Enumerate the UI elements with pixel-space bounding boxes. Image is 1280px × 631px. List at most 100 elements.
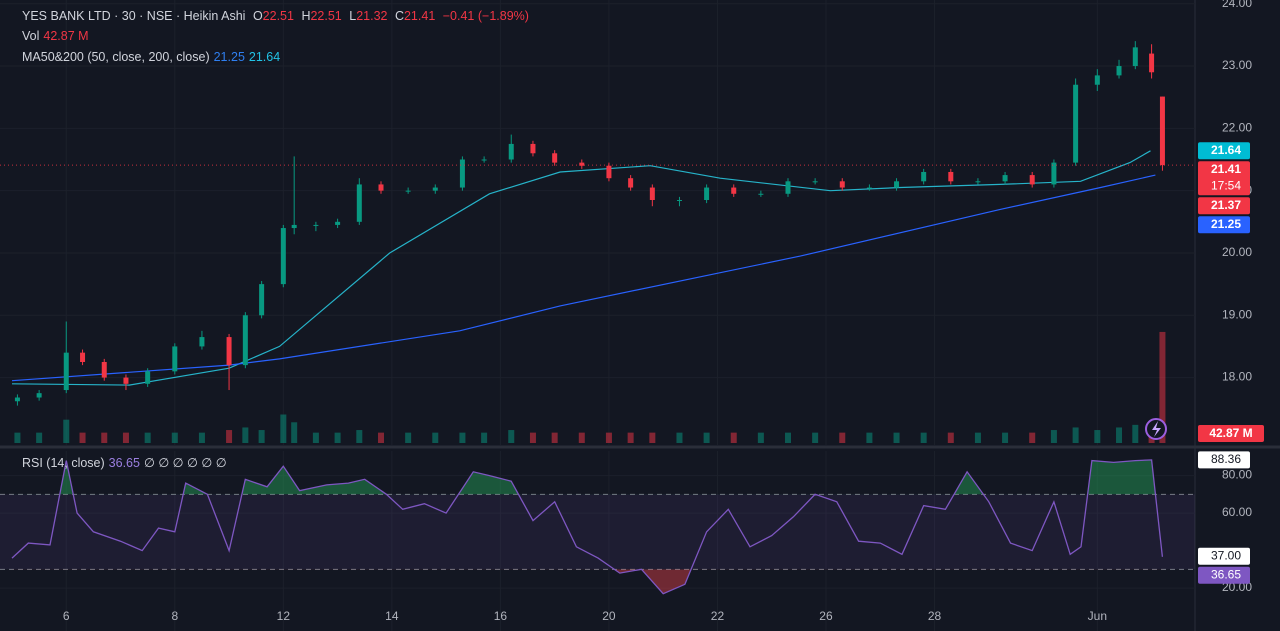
candle-body [552,153,558,163]
candle-body [649,187,655,201]
legend-vol: Vol 42.87 M [22,29,93,43]
y-tick-label: 22.00 [1222,121,1252,135]
candle-body [1073,84,1079,163]
x-tick-label: 20 [602,609,616,623]
price-tag [1198,216,1250,234]
o-label: O [252,9,263,23]
candle-body [579,162,585,166]
candle-body [839,181,845,188]
rsi-tag-label: 36.65 [1211,567,1241,581]
price-tag [1198,142,1250,160]
price-tag-label: 21.41 [1211,162,1241,176]
candle-body [80,352,86,363]
candle-body [123,377,129,384]
x-tick-label: 28 [928,609,942,623]
candle-body [731,187,737,194]
volume-tag [1198,425,1264,442]
volume-bar [529,432,536,443]
ma-line [11,150,1151,386]
symbol[interactable]: YES BANK LTD · 30 · NSE · Heikin Ashi [22,9,246,23]
y-tick-label: 24.00 [1222,0,1252,10]
volume-bar [312,432,319,443]
y-tick-label: 20.00 [1222,580,1252,594]
candle-body [101,362,107,378]
candle-body [242,315,248,366]
volume-bar [280,414,287,443]
volume-bar [432,432,439,443]
x-tick-label: 8 [171,609,178,623]
volume-bar [171,432,178,443]
candle-body [481,159,487,161]
volume-tag-label: 42.87 M [1209,426,1252,440]
volume-bar [36,432,43,443]
volume-bar [14,432,21,443]
volume-bar [1132,424,1139,443]
candle-body [291,224,297,229]
volume-bar [551,432,558,443]
ma-label: MA50&200 (50, close, 200, close) [22,50,210,64]
x-tick-label: 6 [63,609,70,623]
candle-body [63,352,69,391]
volume-bar [757,432,764,443]
rsi-value: 36.65 [108,456,140,470]
candle-body [36,393,42,398]
candle-body [704,187,710,201]
c-value: 21.41 [403,9,436,23]
volume-bar [1050,430,1057,443]
volume-bar [703,432,710,443]
y-tick-label: 23.00 [1222,58,1252,72]
candle-body [785,181,791,194]
volume-bar [1072,427,1079,443]
h-label: H [301,9,311,23]
candle-body [1159,96,1165,166]
candle-body [676,200,682,202]
ma-line [11,174,1156,382]
countdown: 17:54 [1211,178,1241,192]
x-tick-label: 26 [819,609,833,623]
y-tick-label: 19.00 [1222,307,1252,321]
candle-body [405,190,411,192]
candle-body [866,187,872,189]
legend-rsi: RSI (14, close) 36.65 ∅ ∅ ∅ ∅ ∅ ∅ [22,455,231,470]
candle-body [356,184,362,222]
vol-label: Vol [22,29,40,43]
rsi-tag-label: 37.00 [1211,548,1241,562]
volume-bar [812,432,819,443]
x-tick-label: 22 [711,609,725,623]
volume-bar [356,430,363,443]
volume-bar [785,432,792,443]
x-tick-label: Jun [1088,609,1107,623]
volume-bar [627,432,634,443]
candle-body [530,143,536,154]
volume-bar [1094,430,1101,443]
candle-body [894,181,900,188]
volume-bar [866,432,873,443]
candle-body [758,193,764,195]
candle-body [975,181,981,183]
volume-bar [1029,432,1036,443]
candle-body [1149,53,1155,73]
alert-bolt [1152,421,1161,437]
volume-bar [79,432,86,443]
ma50-value: 21.64 [248,50,281,64]
candle-body [1116,66,1122,76]
volume-bar [226,430,233,443]
volume-bar [63,419,70,443]
volume-bar [649,432,656,443]
volume-bar [676,432,683,443]
y-tick-label: 20.00 [1222,245,1252,259]
volume-bar [144,432,151,443]
change: −0.41 (−1.89%) [442,9,529,23]
volume-bar [605,432,612,443]
volume-bar [839,432,846,443]
y-tick-label: 60.00 [1222,505,1252,519]
rsi-label: RSI (14, close) [22,456,105,470]
candle-body [313,224,319,226]
price-tag [1198,197,1250,215]
candle-body [226,337,232,366]
rsi-tag [1198,547,1250,565]
candle-body [335,221,341,225]
y-tick-label: 80.00 [1222,468,1252,482]
